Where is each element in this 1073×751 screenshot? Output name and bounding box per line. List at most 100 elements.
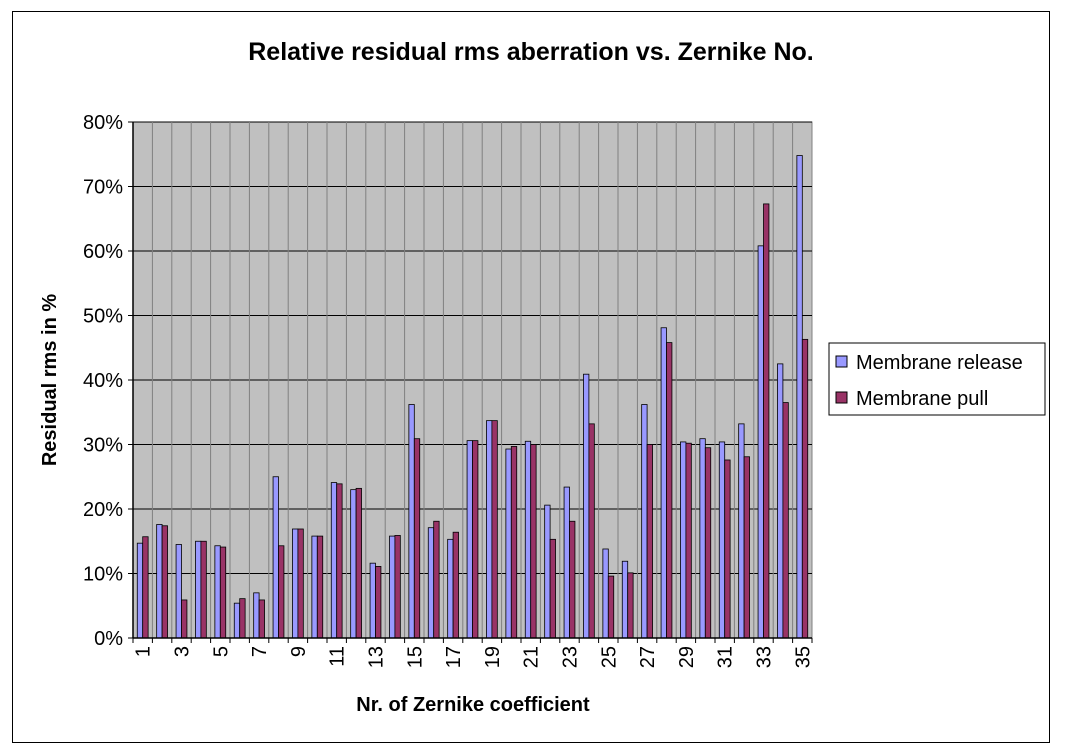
x-tick-label: 9 [288, 646, 310, 657]
bar-membrane-pull [297, 528, 304, 639]
bar-membrane-pull [375, 566, 382, 639]
bar-membrane-release [214, 545, 221, 639]
bar-membrane-release [641, 404, 648, 639]
y-tick-label: 70% [83, 177, 123, 199]
bar-membrane-release [660, 327, 667, 639]
bar-membrane-release [544, 504, 551, 639]
bar-membrane-release [505, 448, 512, 639]
legend-box [828, 342, 1046, 416]
bar-membrane-pull [627, 572, 634, 639]
bar-membrane-release [583, 373, 590, 639]
bar-membrane-pull [763, 203, 770, 639]
bar-membrane-pull [239, 598, 246, 639]
bar-membrane-pull [743, 456, 750, 639]
x-tick-label: 5 [210, 646, 232, 657]
bar-membrane-pull [181, 599, 188, 639]
bar-membrane-pull [530, 444, 537, 639]
legend-label-membrane-pull: Membrane pull [856, 388, 988, 410]
legend-swatch-membrane-release [835, 355, 848, 368]
y-tick-label: 0% [94, 628, 123, 650]
bar-membrane-release [718, 441, 726, 639]
bar-membrane-release [175, 544, 182, 639]
bar-membrane-release [156, 524, 163, 639]
bar-membrane-pull [278, 545, 285, 639]
bar-membrane-release [680, 441, 687, 639]
x-axis-title: Nr. of Zernike coefficient [356, 694, 590, 716]
bar-membrane-release [136, 542, 144, 639]
bar-membrane-pull [200, 540, 207, 639]
x-tick-label: 25 [598, 646, 620, 668]
bar-membrane-release [699, 438, 706, 639]
bar-membrane-release [350, 489, 357, 639]
bar-membrane-pull [472, 440, 479, 639]
legend: Membrane release Membrane pull [828, 342, 1046, 416]
bar-membrane-pull [510, 446, 518, 639]
bar-membrane-release [486, 420, 493, 639]
y-tick-label: 30% [83, 435, 123, 457]
bar-membrane-pull [588, 423, 595, 639]
bar-membrane-pull [316, 535, 324, 639]
x-tick-label: 15 [404, 646, 426, 668]
bar-membrane-release [757, 245, 764, 639]
bar-membrane-release [524, 440, 532, 639]
x-tick-label: 31 [715, 646, 737, 668]
bar-membrane-release [195, 540, 202, 639]
bar-membrane-release [272, 476, 279, 639]
bar-membrane-pull [646, 444, 653, 639]
y-tick-label: 50% [83, 306, 123, 328]
bar-membrane-release [311, 535, 318, 639]
bar-membrane-pull [433, 520, 440, 639]
y-tick-label: 20% [83, 499, 123, 521]
x-tick-label: 35 [792, 646, 814, 668]
bar-membrane-pull [142, 536, 149, 639]
bar-membrane-release [427, 527, 435, 639]
bar-membrane-pull [258, 599, 265, 639]
bar-membrane-release [466, 440, 473, 639]
bar-membrane-pull [666, 342, 673, 639]
bar-membrane-release [253, 592, 260, 639]
bar-membrane-release [408, 404, 415, 639]
bar-membrane-pull [355, 487, 362, 639]
bar-membrane-release [777, 363, 784, 639]
x-tick-label: 23 [560, 646, 582, 668]
bar-membrane-release [389, 535, 396, 639]
bar-membrane-release [738, 423, 745, 639]
bar-membrane-pull [336, 483, 343, 639]
bar-membrane-release [447, 538, 454, 639]
x-tick-label: 1 [133, 646, 155, 657]
y-tick-label: 10% [83, 564, 123, 586]
bar-membrane-pull [607, 575, 615, 639]
bars [136, 155, 809, 639]
x-tick-label: 33 [754, 646, 776, 668]
y-tick-label: 80% [83, 112, 123, 134]
x-tick-label: 7 [249, 646, 271, 657]
x-tick-label: 29 [676, 646, 698, 668]
x-tick-label: 27 [637, 646, 659, 668]
y-tick-labels: 0% 10% 20% 30% 40% 50% 60% 70% 80% [83, 112, 133, 650]
bar-membrane-pull [219, 546, 227, 639]
bar-membrane-release [233, 602, 241, 639]
bar-membrane-release [330, 482, 338, 639]
bar-membrane-pull [685, 442, 692, 639]
chart-title: Relative residual rms aberration vs. Zer… [248, 38, 814, 66]
y-axis-title: Residual rms in % [39, 294, 61, 466]
x-tick-label: 19 [482, 646, 504, 668]
x-tick-label: 11 [327, 646, 349, 667]
bar-membrane-pull [704, 447, 712, 639]
y-tick-label: 40% [83, 370, 123, 392]
bar-membrane-pull [782, 402, 789, 639]
legend-swatch-membrane-pull [835, 391, 848, 404]
x-tick-label: 3 [172, 646, 194, 657]
bar-membrane-pull [724, 459, 731, 639]
bar-membrane-pull [161, 525, 168, 639]
bar-membrane-pull [549, 538, 556, 639]
x-tick-label: 13 [366, 646, 388, 668]
bar-membrane-pull [413, 438, 421, 639]
legend-label-membrane-release: Membrane release [856, 352, 1023, 374]
bar-membrane-release [621, 560, 629, 639]
bar-membrane-pull [569, 520, 576, 639]
bar-membrane-pull [452, 531, 459, 639]
bar-membrane-release [563, 486, 570, 639]
x-tick-labels: 1 3 5 7 9 11 13 15 17 19 21 23 25 27 29 31 33 35 [132, 638, 814, 668]
